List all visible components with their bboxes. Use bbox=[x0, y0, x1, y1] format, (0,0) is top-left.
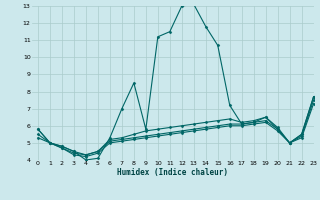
X-axis label: Humidex (Indice chaleur): Humidex (Indice chaleur) bbox=[117, 168, 228, 177]
